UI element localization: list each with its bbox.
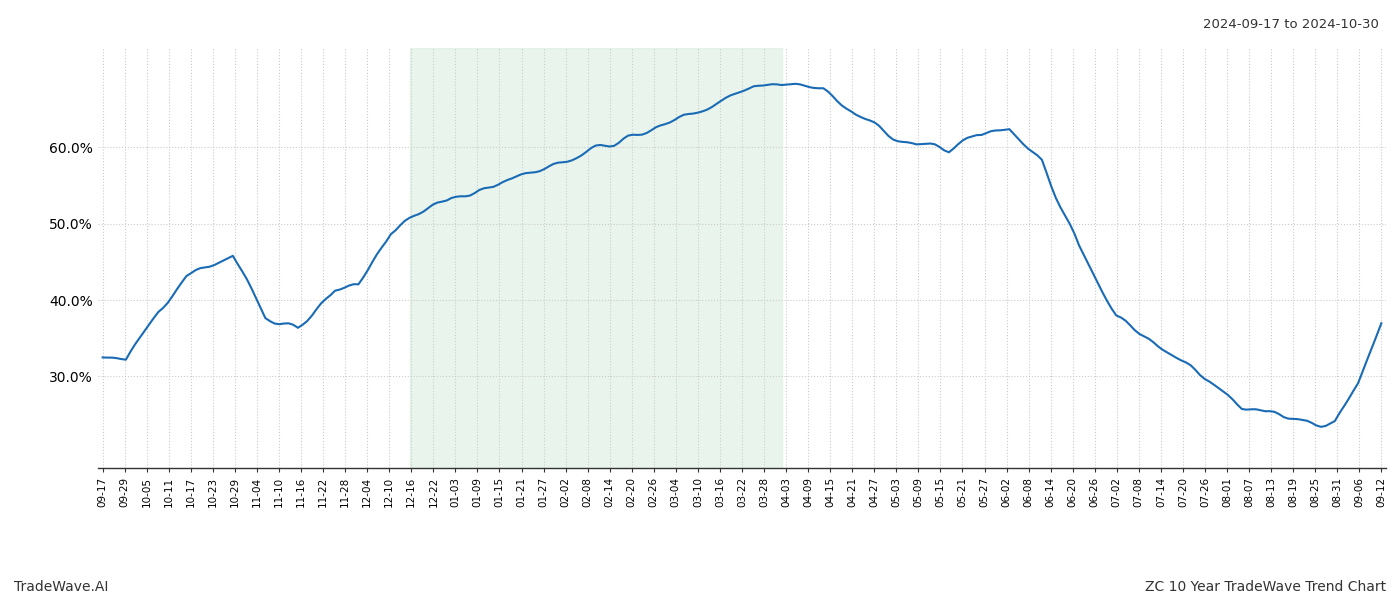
Text: 2024-09-17 to 2024-10-30: 2024-09-17 to 2024-10-30 bbox=[1203, 18, 1379, 31]
Text: ZC 10 Year TradeWave Trend Chart: ZC 10 Year TradeWave Trend Chart bbox=[1145, 580, 1386, 594]
Bar bbox=[410, 48, 781, 468]
Text: TradeWave.AI: TradeWave.AI bbox=[14, 580, 108, 594]
